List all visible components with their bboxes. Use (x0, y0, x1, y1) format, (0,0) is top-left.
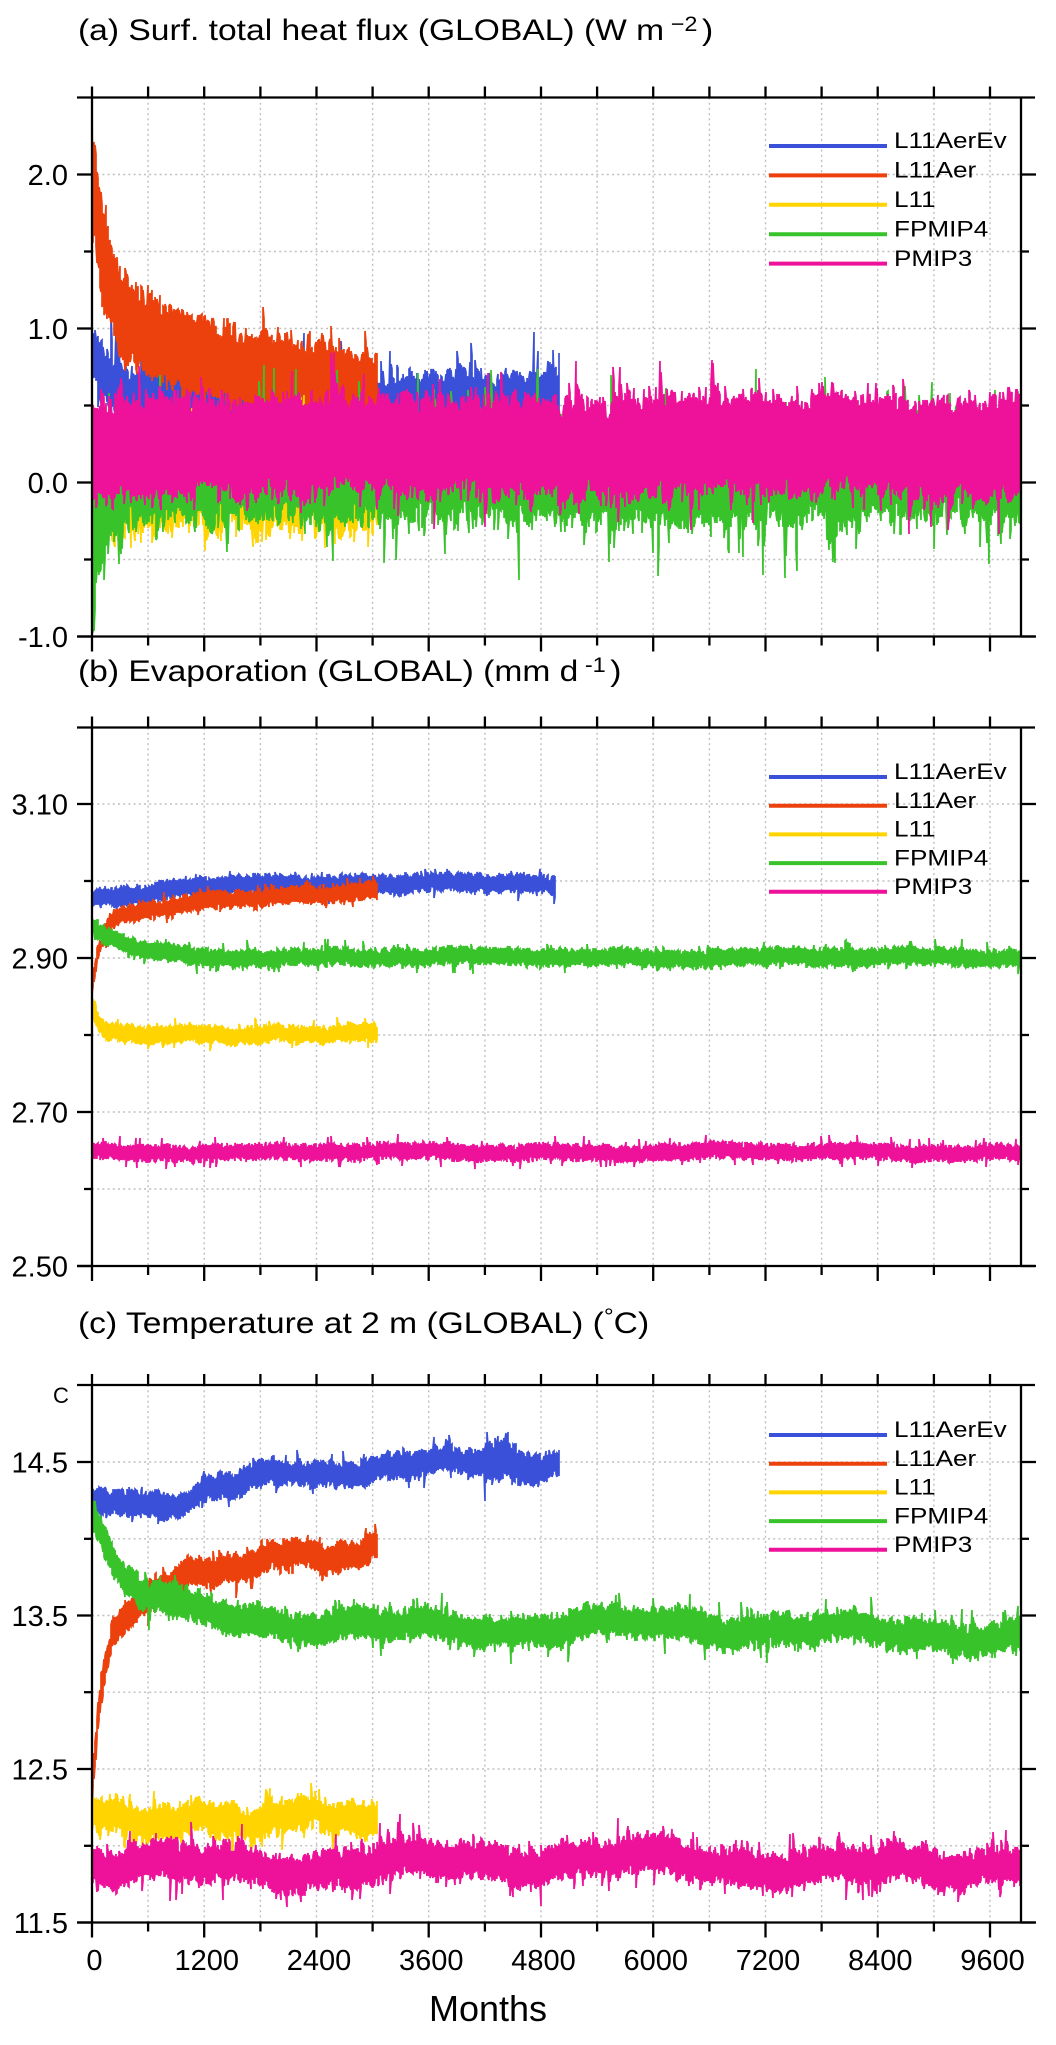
svg-text:PMIP3: PMIP3 (894, 1533, 972, 1558)
svg-text:PMIP3: PMIP3 (894, 875, 972, 900)
svg-text:4800: 4800 (511, 1945, 576, 1977)
svg-text:(c) Temperature at 2 m (GLOBAL: (c) Temperature at 2 m (GLOBAL) (°C) (78, 1304, 649, 1339)
svg-text:PMIP3: PMIP3 (894, 246, 972, 271)
svg-text:3600: 3600 (399, 1945, 464, 1977)
svg-text:2.50: 2.50 (12, 1251, 68, 1283)
svg-text:2400: 2400 (287, 1945, 352, 1977)
svg-text:2.70: 2.70 (12, 1097, 68, 1129)
svg-text:C: C (53, 1383, 69, 1408)
svg-text:L11Aer: L11Aer (894, 789, 976, 814)
svg-text:1200: 1200 (174, 1945, 239, 1977)
svg-text:12.5: 12.5 (12, 1754, 68, 1786)
svg-text:L11Aer: L11Aer (894, 158, 976, 183)
svg-text:7200: 7200 (736, 1945, 801, 1977)
svg-text:2.90: 2.90 (12, 943, 68, 975)
svg-text:(a) Surf. total heat flux (GLO: (a) Surf. total heat flux (GLOBAL) (W m … (78, 12, 713, 46)
svg-text:FPMIP4: FPMIP4 (894, 217, 988, 242)
svg-text:9600: 9600 (960, 1945, 1025, 1977)
svg-text:Months: Months (429, 1988, 547, 2029)
svg-text:(b) Evaporation (GLOBAL) (mm d: (b) Evaporation (GLOBAL) (mm d -1) (78, 653, 621, 687)
svg-text:-1.0: -1.0 (18, 622, 68, 654)
svg-text:1.0: 1.0 (28, 314, 68, 346)
svg-text:11.5: 11.5 (14, 1908, 68, 1940)
svg-text:3.10: 3.10 (12, 789, 68, 821)
svg-text:L11: L11 (894, 188, 936, 213)
svg-text:6000: 6000 (623, 1945, 688, 1977)
svg-text:14.5: 14.5 (12, 1447, 68, 1479)
svg-text:L11: L11 (894, 817, 936, 842)
svg-text:0.0: 0.0 (28, 468, 68, 500)
svg-text:L11AerEv: L11AerEv (894, 129, 1008, 154)
svg-text:13.5: 13.5 (12, 1601, 68, 1633)
svg-text:L11AerEv: L11AerEv (894, 1418, 1008, 1443)
svg-text:FPMIP4: FPMIP4 (894, 1504, 988, 1529)
svg-text:FPMIP4: FPMIP4 (894, 846, 988, 871)
svg-text:L11: L11 (894, 1475, 936, 1500)
svg-text:L11AerEv: L11AerEv (894, 760, 1008, 785)
svg-text:2.0: 2.0 (28, 160, 68, 192)
svg-text:L11Aer: L11Aer (894, 1447, 976, 1472)
svg-text:0: 0 (86, 1945, 102, 1977)
svg-text:8400: 8400 (848, 1945, 913, 1977)
